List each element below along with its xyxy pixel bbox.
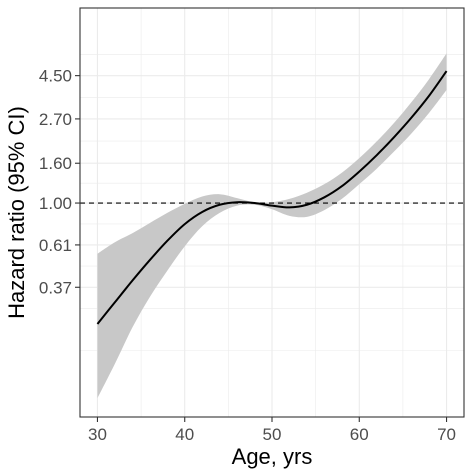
y-tick-label: 1.00 xyxy=(39,194,72,213)
x-tick-label: 70 xyxy=(437,425,456,444)
x-tick-label: 50 xyxy=(263,425,282,444)
x-axis-ticks: 30 40 50 60 70 xyxy=(88,417,456,444)
y-axis-title: Hazard ratio (95% CI) xyxy=(4,106,29,319)
confidence-band xyxy=(97,53,447,399)
hazard-ratio-curve xyxy=(96,70,448,325)
x-tick-label: 40 xyxy=(175,425,194,444)
y-tick-label: 0.37 xyxy=(39,278,72,297)
confidence-band-area xyxy=(97,53,447,399)
y-axis-ticks: 0.37 0.61 1.00 1.60 2.70 4.50 xyxy=(39,67,80,297)
y-tick-label: 0.61 xyxy=(39,236,72,255)
hazard-ratio-line xyxy=(96,70,448,325)
y-tick-label: 4.50 xyxy=(39,67,72,86)
grid xyxy=(80,8,464,417)
x-tick-label: 30 xyxy=(88,425,107,444)
y-tick-label: 2.70 xyxy=(39,110,72,129)
x-axis-title: Age, yrs xyxy=(232,444,313,469)
x-tick-label: 60 xyxy=(350,425,369,444)
y-tick-label: 1.60 xyxy=(39,154,72,173)
